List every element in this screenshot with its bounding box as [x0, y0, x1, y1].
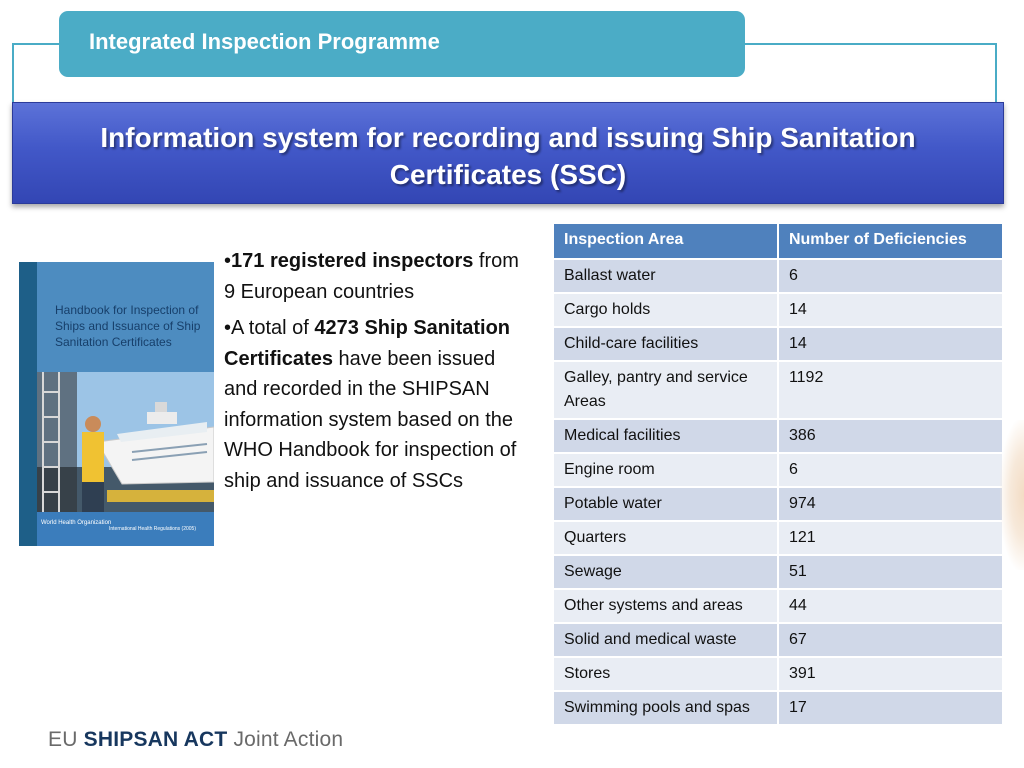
- cover-title: Handbook for Inspection of Ships and Iss…: [55, 303, 201, 349]
- slide-title: Information system for recording and iss…: [100, 122, 916, 190]
- cover-top-panel: [37, 262, 214, 372]
- table-body: Ballast water 6 Cargo holds 14 Child-care …: [552, 258, 1005, 726]
- table-row: Stores 391: [552, 656, 1005, 692]
- count-cell: 17: [776, 690, 1005, 726]
- ihr-series-text: International Health Regulations (2005): [109, 526, 196, 532]
- frame-line-right-top: [745, 43, 997, 45]
- count-cell: 386: [776, 418, 1005, 454]
- cover-bottom-band: [37, 512, 214, 546]
- footer-joint-action: Joint Action: [233, 728, 344, 751]
- area-cell: Other systems and areas: [552, 588, 779, 624]
- count-cell: 6: [776, 258, 1005, 294]
- table-row: Potable water 974: [552, 486, 1005, 522]
- frame-line-left-top: [12, 43, 60, 45]
- table-row: Medical facilities 386: [552, 418, 1005, 454]
- deficiency-table: Inspection Area Number of Deficiencies B…: [552, 222, 1005, 726]
- table-row: Other systems and areas 44: [552, 588, 1005, 624]
- handbook-cover-image: Handbook for Inspection of Ships and Iss…: [19, 262, 214, 546]
- table-row: Quarters 121: [552, 520, 1005, 556]
- frame-line-left-vertical: [12, 43, 14, 103]
- area-cell: Quarters: [552, 520, 779, 556]
- count-cell: 67: [776, 622, 1005, 658]
- bullet-item: •A total of 4273 Ship Sanitation Certifi…: [224, 317, 517, 492]
- who-logo-text: World Health Organization: [41, 520, 112, 526]
- table-row: Swimming pools and spas 17: [552, 690, 1005, 726]
- header-inspection-area: Inspection Area: [552, 222, 779, 260]
- area-cell: Sewage: [552, 554, 779, 590]
- count-cell: 1192: [776, 360, 1005, 420]
- area-cell: Medical facilities: [552, 418, 779, 454]
- footer-eu: EU: [48, 728, 78, 751]
- count-cell: 121: [776, 520, 1005, 556]
- bullet-bold: 171 registered inspectors: [231, 250, 474, 272]
- table-header-row: Inspection Area Number of Deficiencies: [552, 222, 1005, 260]
- count-cell: 44: [776, 588, 1005, 624]
- table-row: Galley, pantry and service Areas 1192: [552, 360, 1005, 420]
- frame-line-right-vertical: [995, 43, 997, 103]
- area-cell: Galley, pantry and service Areas: [552, 360, 779, 420]
- count-cell: 51: [776, 554, 1005, 590]
- table-row: Cargo holds 14: [552, 292, 1005, 328]
- footer-shipsan-act: SHIPSAN ACT: [83, 728, 228, 751]
- programme-tab: Integrated Inspection Programme: [59, 11, 745, 77]
- area-cell: Cargo holds: [552, 292, 779, 328]
- ship-illustration: [37, 372, 214, 512]
- area-cell: Engine room: [552, 452, 779, 488]
- table-row: Child-care facilities 14: [552, 326, 1005, 362]
- table-row: Ballast water 6: [552, 258, 1005, 294]
- count-cell: 391: [776, 656, 1005, 692]
- area-cell: Ballast water: [552, 258, 779, 294]
- table-row: Engine room 6: [552, 452, 1005, 488]
- cover-ship-photo: [37, 372, 214, 512]
- table-row: Sewage 51: [552, 554, 1005, 590]
- bullet-item: •171 registered inspectors from 9 Europe…: [224, 250, 519, 303]
- table-row: Solid and medical waste 67: [552, 622, 1005, 658]
- area-cell: Child-care facilities: [552, 326, 779, 362]
- footer-logo: EU SHIPSAN ACT Joint Action: [48, 728, 343, 752]
- cover-spine: [19, 262, 37, 546]
- bullet-bold: 4273 Ship Sanitation Certificates: [224, 317, 511, 370]
- area-cell: Solid and medical waste: [552, 622, 779, 658]
- area-cell: Stores: [552, 656, 779, 692]
- bullet-list: •171 registered inspectors from 9 Europe…: [224, 246, 524, 502]
- bullet-text: A total of: [231, 317, 315, 339]
- header-number-of-deficiencies: Number of Deficiencies: [776, 222, 1005, 260]
- count-cell: 6: [776, 452, 1005, 488]
- programme-title: Integrated Inspection Programme: [89, 29, 440, 54]
- area-cell: Swimming pools and spas: [552, 690, 779, 726]
- slide-title-band: Information system for recording and iss…: [12, 102, 1004, 204]
- bullet-text: have been issued and recorded in the SHI…: [224, 347, 517, 492]
- count-cell: 14: [776, 326, 1005, 362]
- count-cell: 14: [776, 292, 1005, 328]
- decorative-swoosh: [1000, 420, 1024, 570]
- count-cell: 974: [776, 486, 1005, 522]
- area-cell: Potable water: [552, 486, 779, 522]
- bullet-text: from 9 European countries: [224, 250, 519, 303]
